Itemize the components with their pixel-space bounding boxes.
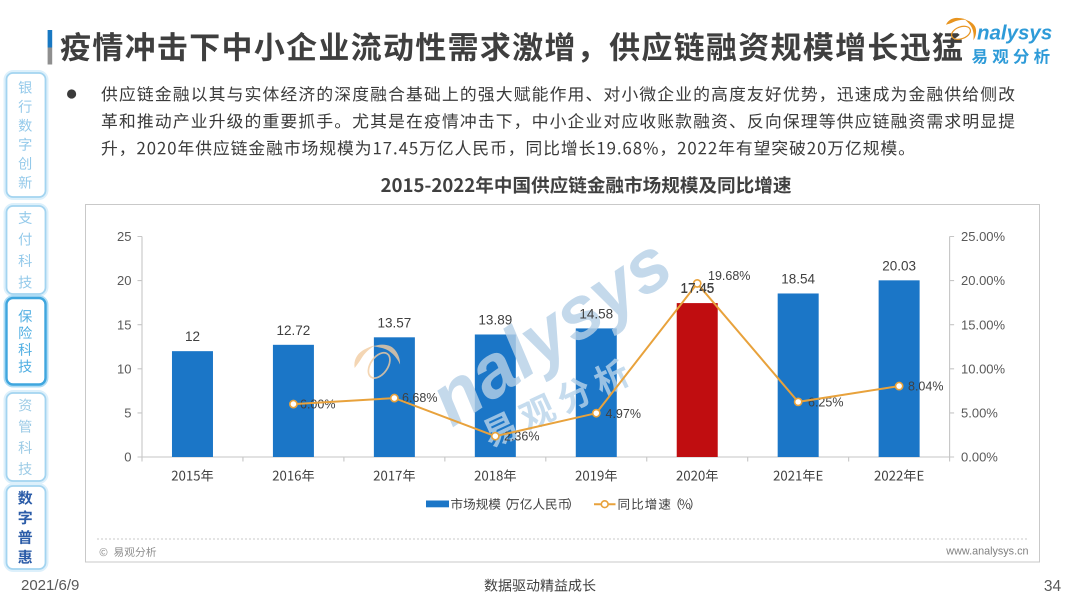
- svg-text:0.00%: 0.00%: [961, 450, 998, 465]
- svg-text:20.00%: 20.00%: [961, 273, 1006, 288]
- svg-text:20.03: 20.03: [882, 258, 916, 273]
- svg-text:nalysys: nalysys: [977, 22, 1052, 45]
- svg-text:12.72: 12.72: [277, 323, 311, 338]
- svg-text:25: 25: [117, 229, 131, 244]
- svg-text:2021/6/9: 2021/6/9: [21, 577, 79, 594]
- svg-text:34: 34: [1044, 578, 1062, 595]
- svg-text:10: 10: [117, 361, 131, 376]
- svg-text:5.00%: 5.00%: [961, 406, 998, 421]
- svg-text:18.54: 18.54: [781, 271, 815, 286]
- svg-text:10.00%: 10.00%: [961, 361, 1006, 376]
- svg-text:2.36%: 2.36%: [504, 430, 539, 444]
- svg-text:5: 5: [124, 406, 131, 421]
- svg-text:13.57: 13.57: [377, 315, 411, 330]
- svg-text:25.00%: 25.00%: [961, 229, 1006, 244]
- svg-text:14.58: 14.58: [579, 306, 613, 321]
- svg-text:15.00%: 15.00%: [961, 317, 1006, 332]
- svg-text:20: 20: [117, 273, 131, 288]
- svg-text:13.89: 13.89: [478, 312, 512, 327]
- svg-text:6.68%: 6.68%: [402, 391, 437, 405]
- svg-text:6.00%: 6.00%: [300, 398, 335, 412]
- svg-text:17.45: 17.45: [681, 280, 715, 295]
- svg-text:19.68%: 19.68%: [708, 269, 750, 283]
- svg-text:15: 15: [117, 317, 131, 332]
- svg-text:0: 0: [124, 450, 131, 465]
- svg-text:8.04%: 8.04%: [908, 380, 943, 394]
- svg-text:12: 12: [185, 329, 200, 344]
- svg-text:www.analysys.cn: www.analysys.cn: [945, 546, 1028, 558]
- svg-text:4.97%: 4.97%: [606, 407, 641, 421]
